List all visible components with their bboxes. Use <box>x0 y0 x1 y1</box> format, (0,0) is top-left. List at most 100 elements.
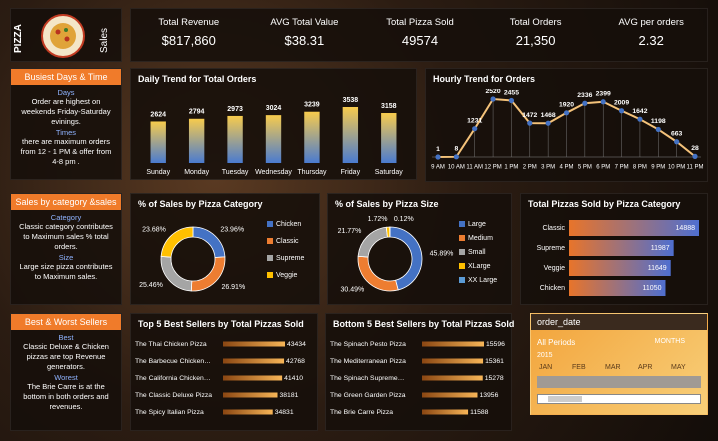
marker <box>563 110 570 116</box>
bar <box>227 115 243 163</box>
note-title: Best & Worst Sellers <box>11 314 121 330</box>
bar <box>569 240 674 256</box>
legend-swatch <box>459 249 465 255</box>
data-label: 15278 <box>485 375 504 382</box>
chart: Classic 14888 Supreme 11987 Veggie 11649 Chick… <box>537 220 699 296</box>
x-tick-label: 8 PM <box>633 165 647 171</box>
scrollbar[interactable] <box>537 394 701 404</box>
month-label: MAY <box>671 364 686 371</box>
y-tick-label: Classic <box>542 225 565 232</box>
note-heading: Worest <box>54 373 78 383</box>
data-label: 23.96% <box>220 227 244 234</box>
data-label: 0.12% <box>394 216 414 223</box>
chart: 23.96% Chicken 26.91% Classic 25.46% Supreme 2… <box>139 221 305 292</box>
bar <box>188 118 205 163</box>
data-label: 3024 <box>266 105 282 112</box>
bar <box>422 375 483 381</box>
marker <box>692 153 698 159</box>
slicer[interactable]: order_date All Periods MONTHS 2015 JAN FE… <box>530 313 708 415</box>
data-label: 2624 <box>150 111 166 118</box>
month-label: FEB <box>572 364 586 371</box>
data-label: 15361 <box>485 358 504 365</box>
data-label: 1198 <box>651 118 666 125</box>
bar <box>223 409 273 415</box>
legend-swatch <box>459 263 465 269</box>
bar <box>223 392 278 398</box>
chart-title: Daily Trend for Total Orders <box>138 74 257 84</box>
marker <box>508 97 515 104</box>
x-tick-label: Saturday <box>375 169 404 176</box>
kpi: AVG Total Value $38.31 <box>247 9 363 63</box>
data-label: 21.77% <box>338 228 362 235</box>
data-label: 34831 <box>275 409 294 416</box>
chart: 2624 Sunday 2794 Monday 2973 Tuesday 3024 Wedne… <box>146 97 404 176</box>
month-label: APR <box>638 364 653 371</box>
month-label: JAN <box>539 364 553 371</box>
x-tick-label: 10 PM <box>668 165 685 171</box>
note-heading: Days <box>57 88 75 97</box>
chart-title: Top 5 Best Sellers by Total Pizzas Sold <box>138 319 304 329</box>
legend-label: Veggie <box>276 272 298 279</box>
note-text: Order are highest on weekends Friday-Sat… <box>21 97 111 126</box>
x-tick-label: 9 AM <box>431 165 445 171</box>
marker <box>600 99 606 105</box>
kpi-label: AVG Total Value <box>270 17 339 28</box>
x-tick-label: 12 PM <box>484 165 501 171</box>
legend-label: Medium <box>468 235 493 242</box>
bar <box>150 121 166 163</box>
kpi: Total Revenue $817,860 <box>131 9 247 63</box>
bar <box>223 375 283 381</box>
note-heading: Category <box>50 213 82 222</box>
marker <box>655 126 661 133</box>
note-text: The Brie Carre is at the bottom in both … <box>23 382 109 411</box>
legend-swatch <box>267 238 273 244</box>
kpi-label: Total Pizza Sold <box>386 17 454 28</box>
kpi-value: 49574 <box>401 33 439 48</box>
x-tick-label: 11 PM <box>687 165 704 171</box>
legend-swatch <box>459 221 465 227</box>
slicer-period[interactable]: All Periods <box>537 338 576 347</box>
data-label: 42768 <box>286 358 305 365</box>
bar <box>422 358 484 364</box>
kpi-value: $38.31 <box>284 33 325 48</box>
timeline-bar[interactable] <box>537 376 701 388</box>
y-tick-label: The Spinach Pesto Pizza <box>330 341 406 348</box>
chart-title: Bottom 5 Best Sellers by Total Pizzas So… <box>333 319 515 329</box>
donut-slice <box>357 226 388 258</box>
x-tick-label: Friday <box>341 169 361 176</box>
x-tick-label: Sunday <box>146 169 170 176</box>
data-label: 8 <box>454 146 458 153</box>
data-label: 2399 <box>596 91 611 98</box>
kpi-label: Total Revenue <box>158 17 220 28</box>
data-label: 38181 <box>280 392 299 399</box>
brand-right: Sales <box>99 27 110 53</box>
y-tick-label: Veggie <box>544 265 566 272</box>
note-heading: Size <box>58 253 74 263</box>
data-label: 1472 <box>522 112 537 119</box>
x-tick-label: 10 AM <box>448 165 465 171</box>
chart: The Thai Chicken Pizza 43434 The Barbecue … <box>135 341 306 416</box>
y-tick-label: The Mediterranean Pizza <box>330 358 406 365</box>
slicer-year: 2015 <box>537 352 553 359</box>
x-tick-label: 5 PM <box>578 165 592 171</box>
legend-swatch <box>267 255 273 261</box>
x-tick-label: Wednesday <box>255 169 292 176</box>
slicer-unit[interactable]: MONTHS <box>654 338 685 345</box>
note-text: there are maximum orders from 12 - 1 PM … <box>20 137 112 166</box>
data-label: 3158 <box>381 103 397 110</box>
bar <box>342 107 359 163</box>
note-text: Large size pizza contributes to Maximum … <box>19 262 113 281</box>
note-title: Sales by category &sales <box>11 194 121 210</box>
donut-slice <box>190 256 226 292</box>
x-tick-label: 7 PM <box>615 165 629 171</box>
chart-panel: Hourly Trend for Orders 1 9 AM 8 10 AM 1231 11… <box>425 68 708 182</box>
chart-title: % of Sales by Pizza Size <box>335 199 439 209</box>
y-tick-label: The Spinach Supreme… <box>330 375 404 382</box>
kpi-label: Total Orders <box>509 17 562 28</box>
chart: The Spinach Pesto Pizza 15596 The Mediterr… <box>330 341 505 416</box>
y-tick-label: The Spicy Italian Pizza <box>135 409 204 416</box>
y-tick-label: Supreme <box>537 245 566 252</box>
data-label: 1 <box>436 146 440 153</box>
y-tick-label: The Classic Deluxe Pizza <box>135 392 212 399</box>
